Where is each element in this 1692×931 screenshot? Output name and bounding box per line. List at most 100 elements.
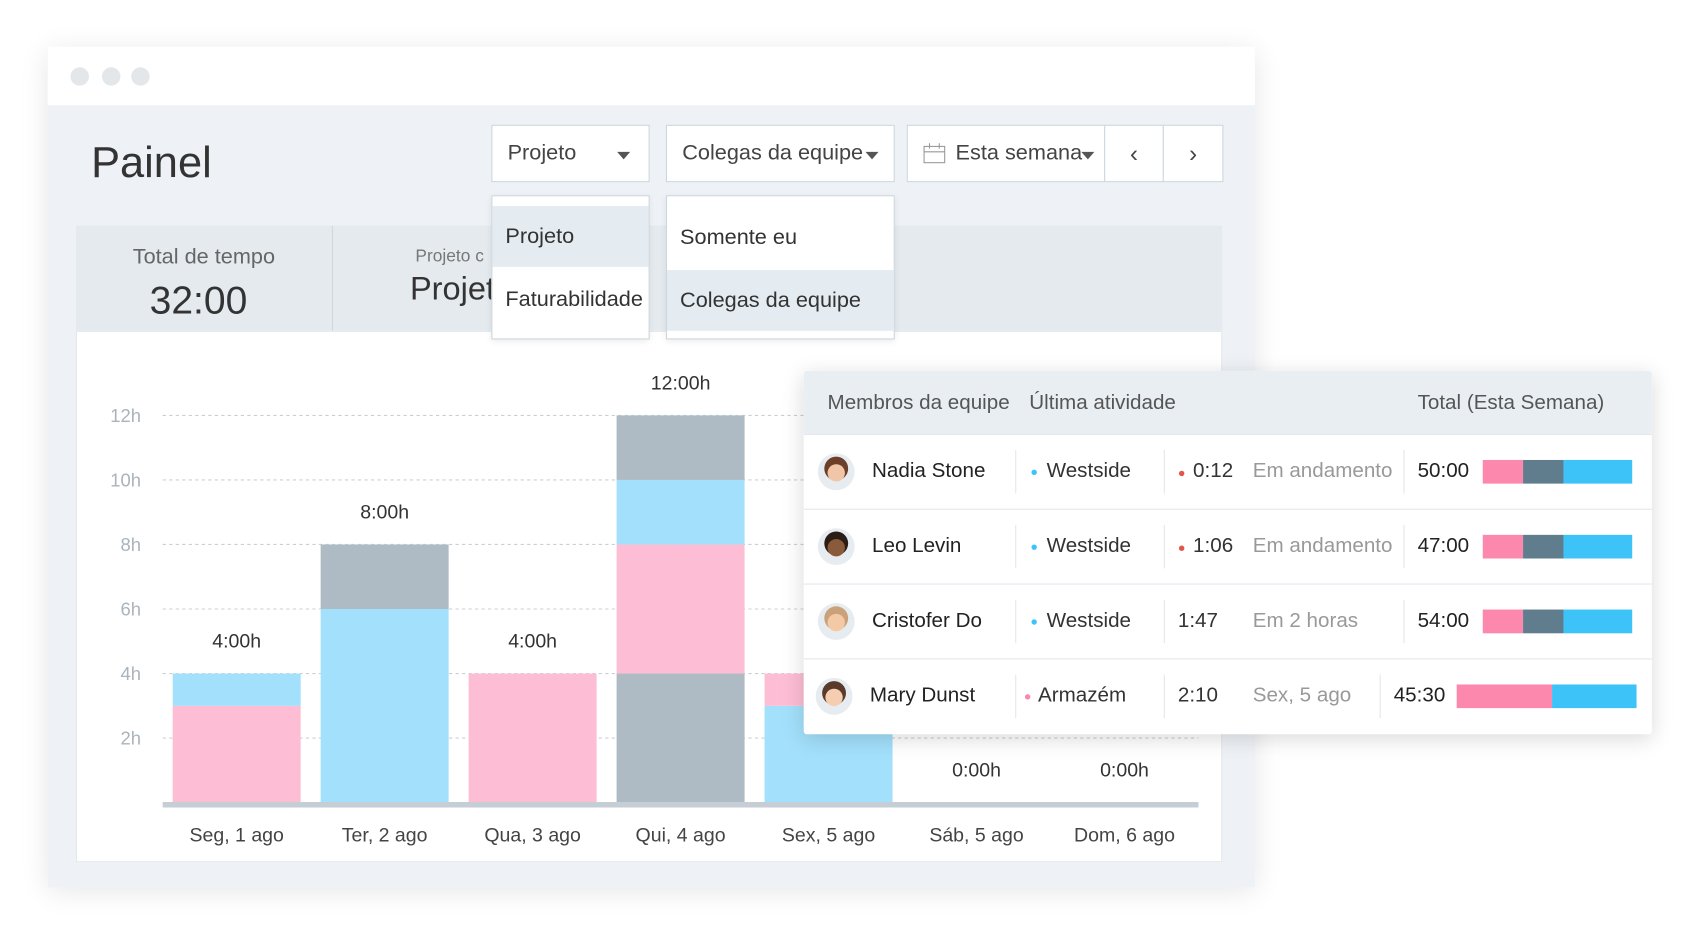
x-tick-label: Sex, 5 ago (782, 825, 875, 847)
total-bar (1456, 684, 1637, 709)
column-header: Última atividade (1029, 391, 1176, 415)
dropdown-label: Projeto (507, 140, 577, 165)
bar-segment (1563, 534, 1633, 559)
table-row[interactable]: Mary Dunst Armazém 2:10 Sex, 5 ago 45:30 (803, 658, 1652, 732)
y-tick-label: 10h (110, 469, 141, 490)
bar-segment (468, 673, 597, 803)
y-tick-label: 2h (120, 728, 141, 749)
bar-segment (1523, 609, 1564, 634)
activity-status: Em andamento (1252, 459, 1393, 483)
avatar (817, 528, 855, 566)
time-dot (1178, 470, 1185, 477)
team-dropdown[interactable]: Colegas da equipe (665, 124, 895, 183)
window-dot (131, 67, 150, 86)
bar-segment (616, 479, 745, 545)
next-button[interactable]: › (1162, 124, 1224, 183)
table-row[interactable]: Nadia Stone Westside 0:12 Em andamento 50:00 (803, 433, 1652, 508)
x-tick-label: Qua, 3 ago (484, 825, 581, 847)
separator (1015, 674, 1017, 719)
bar-segment (172, 705, 301, 803)
project-dot (1024, 694, 1031, 700)
project-dropdown[interactable]: Projeto (491, 124, 650, 183)
dropdown-label: Esta semana (955, 140, 1083, 165)
window-dot (101, 67, 121, 86)
dropdown-label: Colegas da equipe (682, 140, 864, 165)
column-header: Total (Esta Semana) (1417, 391, 1605, 415)
table-header (803, 370, 1652, 434)
bar-segment (1563, 609, 1633, 634)
project-name: Westside (1046, 609, 1132, 633)
x-tick-label: Ter, 2 ago (342, 825, 428, 847)
y-tick-label: 6h (120, 599, 141, 620)
prev-button[interactable]: ‹ (1104, 124, 1164, 183)
total-label: 4:00h (212, 631, 261, 653)
project-name: Armazém (1037, 684, 1127, 708)
table-row[interactable]: Leo Levin Westside 1:06 Em andamento 47:00 (803, 508, 1652, 583)
x-tick-label: Dom, 6 ago (1074, 825, 1175, 847)
separator (1015, 450, 1017, 494)
separator (1403, 524, 1405, 569)
avatar-face (827, 613, 845, 632)
separator (1163, 599, 1165, 644)
activity-time: 2:10 (1177, 684, 1218, 708)
member-total: 54:00 (1417, 609, 1470, 633)
total-bar (1482, 459, 1633, 484)
member-name: Cristofer Do (872, 609, 982, 633)
range-dropdown[interactable]: Esta semana (906, 124, 1106, 183)
member-total: 47:00 (1417, 534, 1470, 558)
bar-segment (172, 673, 301, 706)
member-total: 50:00 (1417, 459, 1470, 483)
divider (331, 225, 333, 331)
total-label: 4:00h (508, 631, 557, 653)
project-name: Westside (1046, 459, 1132, 483)
table-row[interactable]: Cristofer Do Westside 1:47 Em 2 horas 54:00 (803, 583, 1652, 658)
bar-segment (1523, 459, 1564, 484)
separator (1403, 599, 1405, 644)
y-tick-label: 4h (120, 663, 141, 684)
menu-item[interactable]: Colegas da equipe (667, 270, 894, 331)
project-dot (1031, 544, 1037, 550)
bar-segment (1563, 459, 1633, 484)
separator (1379, 674, 1381, 719)
member-name: Mary Dunst (869, 684, 976, 708)
menu-item[interactable]: Projeto (492, 206, 649, 267)
menu-item[interactable]: Somente eu (680, 225, 798, 249)
project-menu: Projeto Faturabilidade (491, 195, 650, 340)
bar-segment (320, 609, 449, 803)
avatar (817, 453, 855, 491)
summary-value: Projet (409, 271, 495, 307)
separator (1163, 450, 1165, 494)
activity-status: Em 2 horas (1252, 609, 1359, 633)
member-name: Nadia Stone (872, 459, 986, 483)
caret (865, 151, 879, 160)
separator (1403, 450, 1405, 494)
member-total: 45:30 (1393, 684, 1446, 708)
project-dot (1031, 619, 1037, 625)
separator (1163, 524, 1165, 569)
menu-item[interactable]: Faturabilidade (505, 286, 643, 311)
avatar-face (827, 539, 845, 557)
bar-segment (1456, 684, 1553, 709)
bar-segment (1552, 684, 1637, 709)
caret (617, 151, 631, 160)
avatar (817, 603, 855, 640)
total-label: 0:00h (1100, 760, 1149, 782)
activity-time: 1:06 (1193, 534, 1234, 558)
total-label: 8:00h (360, 501, 409, 523)
bar-segment (616, 673, 745, 803)
column-header: Membros da equipe (827, 391, 1010, 415)
team-table: Membros da equipe Última atividade Total… (803, 370, 1652, 735)
calendar-icon (923, 142, 946, 163)
avatar-face (825, 688, 843, 707)
bar-segment (1482, 459, 1524, 484)
bar-segment (1523, 534, 1564, 559)
total-label: 12:00h (651, 372, 711, 394)
x-tick-label: Seg, 1 ago (189, 825, 284, 847)
total-label: 0:00h (952, 760, 1001, 782)
project-name: Westside (1046, 534, 1132, 558)
bar-segment (616, 544, 745, 674)
summary-label: Total de tempo (132, 245, 276, 269)
bar-segment (320, 544, 449, 610)
separator (1015, 524, 1017, 569)
